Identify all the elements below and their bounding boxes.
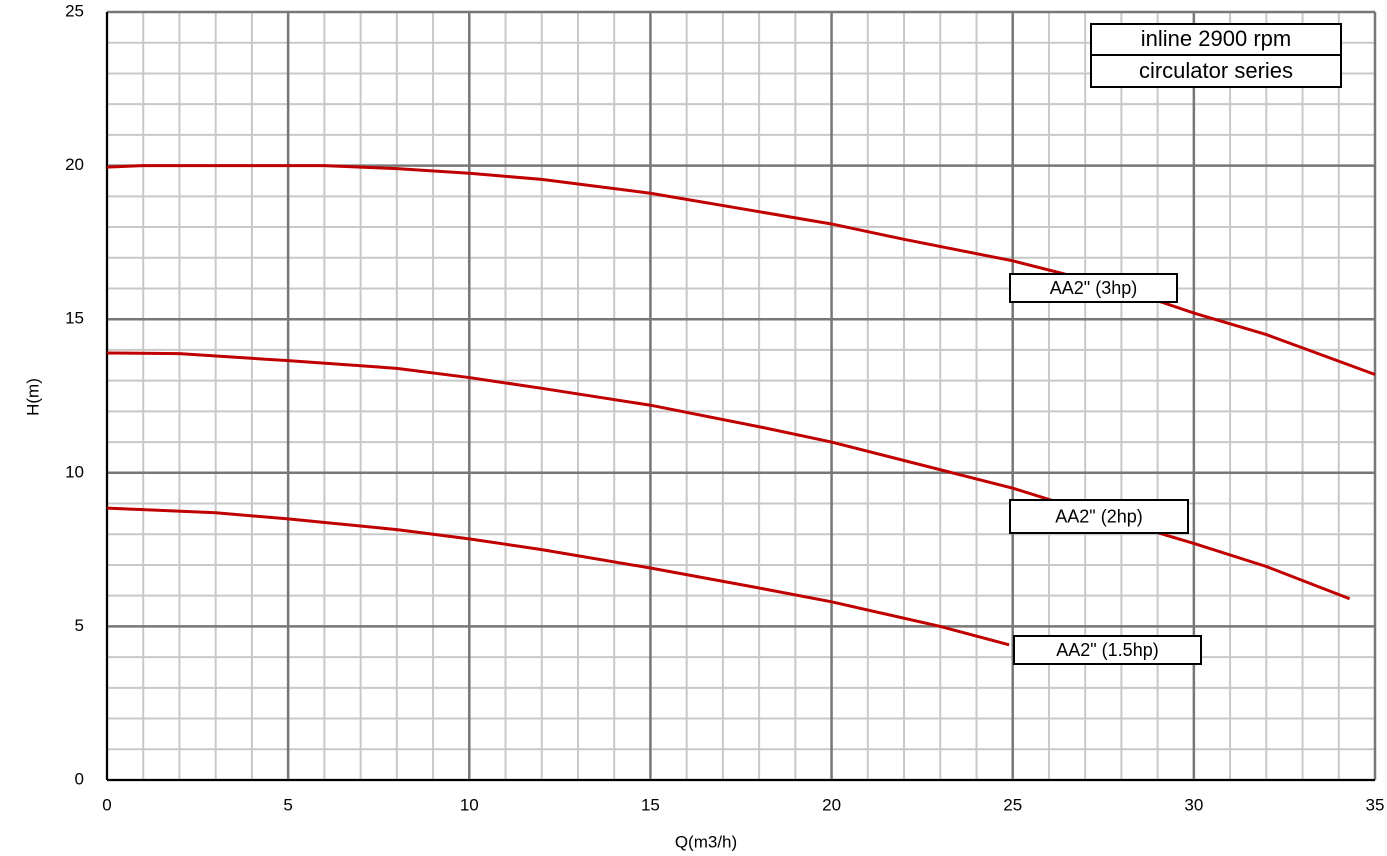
plot [106, 164, 1376, 647]
curve [106, 351, 1351, 601]
x-tick-label: 10 [460, 795, 479, 814]
x-tick-label: 25 [1003, 795, 1022, 814]
x-tick-label: 15 [641, 795, 660, 814]
x-axis-label: Q(m3/h) [675, 832, 737, 851]
label-box [1009, 273, 1178, 303]
curve [106, 506, 1010, 647]
x-tick-label: 0 [102, 795, 111, 814]
x-tick-label: 20 [822, 795, 841, 814]
y-tick-label: 20 [65, 155, 84, 174]
x-tick-label: 5 [283, 795, 292, 814]
annotation-box [1090, 23, 1342, 56]
label-box [1009, 499, 1189, 534]
y-tick-label: 25 [65, 1, 84, 20]
y-tick-label: 5 [75, 616, 84, 635]
x-tick-label: 35 [1366, 795, 1385, 814]
y-tick-label: 0 [75, 769, 84, 788]
y-tick-label: 10 [65, 462, 84, 481]
labels: AA2" (3hp) AA2" (2hp) AA2" (1.5hp) [1009, 273, 1202, 665]
grid: 0 5 10 15 20 25 30 35 0 5 10 15 20 25 [65, 1, 1384, 814]
y-tick-label: 15 [65, 309, 84, 328]
series-label: AA2" (3hp) [1050, 278, 1137, 298]
x-tick-label: 30 [1184, 795, 1203, 814]
series-label: AA2" (1.5hp) [1056, 640, 1158, 660]
annotation: circulator series [1139, 58, 1293, 83]
annotation-box [1090, 54, 1342, 88]
series-label: AA2" (2hp) [1055, 506, 1142, 526]
label-box [1013, 635, 1202, 665]
annotation: inline 2900 rpm [1141, 26, 1291, 51]
y-axis-label: H(m) [23, 378, 42, 416]
